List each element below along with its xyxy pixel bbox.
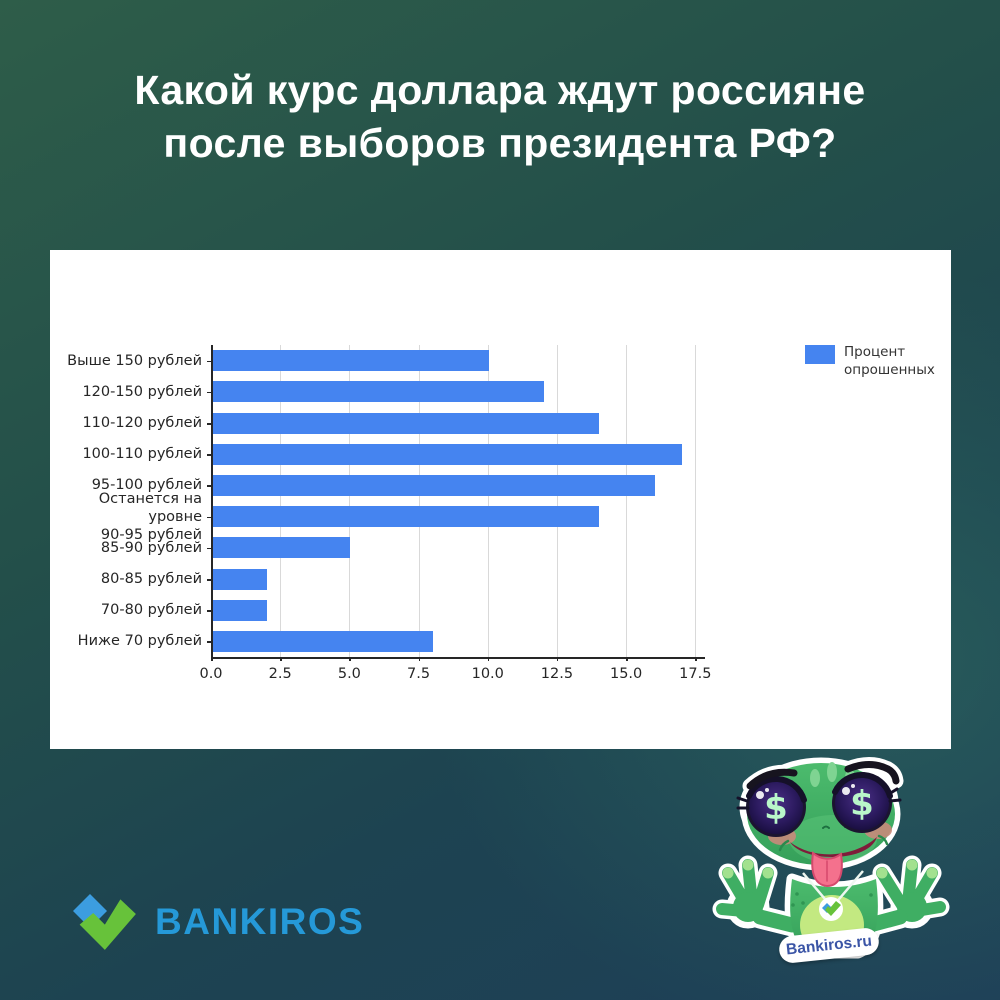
page-title-line-1: Какой курс доллара ждут россияне (134, 67, 866, 113)
bar (212, 443, 683, 465)
x-tick-label: 5.0 (337, 666, 361, 682)
y-axis-label: 80-85 рублей (100, 570, 202, 587)
page-title: Какой курс доллара ждут россияне после в… (0, 64, 1000, 170)
bar (212, 630, 434, 652)
bar (212, 350, 489, 372)
y-tick-mark (207, 641, 211, 643)
y-tick-mark (207, 454, 211, 456)
gridline (349, 345, 351, 657)
y-axis-label: 70-80 рублей (100, 602, 202, 619)
x-tick-label: 12.5 (540, 666, 574, 682)
x-tick-label: 10.0 (471, 666, 504, 682)
y-axis-line (211, 345, 213, 657)
y-tick-mark (207, 485, 211, 487)
x-tick-mark (349, 657, 351, 661)
bar (212, 381, 545, 403)
dollar-eye-left: $ (764, 788, 788, 828)
y-axis-label: Ниже 70 рублей (77, 633, 202, 650)
y-axis-label: 85-90 рублей (100, 539, 202, 556)
chart-panel: Процент опрошенных Выше 150 рублей 120-15… (50, 250, 951, 749)
chart-legend: Процент опрошенных (805, 343, 935, 379)
y-tick-mark (207, 391, 211, 394)
bar (212, 474, 655, 496)
x-axis-line (211, 657, 705, 659)
frog-mascot-sticker: $ $ (712, 757, 950, 959)
y-tick-mark (207, 516, 211, 519)
frog-mouth (790, 837, 877, 857)
bankiros-logo: BANKIROS (68, 886, 364, 958)
bar (212, 599, 268, 621)
y-tick-mark (207, 423, 211, 425)
logo-green-check (79, 899, 136, 950)
x-tick-mark (280, 657, 282, 661)
x-tick-label: 0.0 (199, 666, 223, 682)
y-axis-label: 95-100 рублей (91, 477, 202, 494)
dollar-eye-right: $ (850, 784, 874, 824)
bar (212, 537, 351, 559)
y-tick-mark (207, 360, 211, 363)
gridline (487, 345, 489, 657)
legend-swatch (805, 345, 835, 364)
page-title-line-2: после выборов президента РФ? (163, 120, 837, 166)
y-axis-label: 120-150 рублей (82, 383, 202, 400)
x-tick-mark (211, 657, 213, 661)
y-tick-mark (207, 579, 211, 581)
x-tick-mark (695, 657, 697, 661)
bar (212, 506, 600, 528)
pendant-logo-green (825, 901, 841, 916)
frog-necklace (802, 870, 864, 921)
bar (212, 412, 600, 434)
x-tick-mark (556, 657, 559, 661)
gridline (626, 345, 628, 657)
y-tick-mark (207, 547, 211, 550)
y-axis-label: Останется на уровне 90-95 рублей (98, 490, 202, 543)
x-tick-label: 15.0 (609, 666, 643, 682)
x-tick-label: 7.5 (407, 666, 431, 682)
x-tick-mark (418, 657, 421, 661)
x-tick-mark (487, 657, 490, 661)
y-axis-label: 110-120 рублей (82, 414, 202, 431)
bankiros-wordmark: BANKIROS (155, 901, 365, 942)
bankiros-logo-icon (73, 894, 136, 950)
frog-dollar-eyes: $ $ (736, 772, 902, 837)
legend-label: Процент опрошенных (844, 344, 935, 378)
gridline (695, 345, 697, 657)
y-axis-label: 100-110 рублей (82, 446, 202, 463)
y-tick-mark (207, 610, 211, 612)
x-tick-label: 17.5 (679, 666, 712, 682)
gridline (280, 345, 282, 657)
y-axis-label: Выше 150 рублей (67, 352, 202, 369)
frog-eyebrows (746, 761, 900, 790)
x-tick-mark (626, 657, 628, 661)
gridline (418, 345, 420, 657)
x-tick-label: 2.5 (268, 666, 292, 682)
gridline (556, 345, 558, 657)
bar (212, 568, 268, 590)
